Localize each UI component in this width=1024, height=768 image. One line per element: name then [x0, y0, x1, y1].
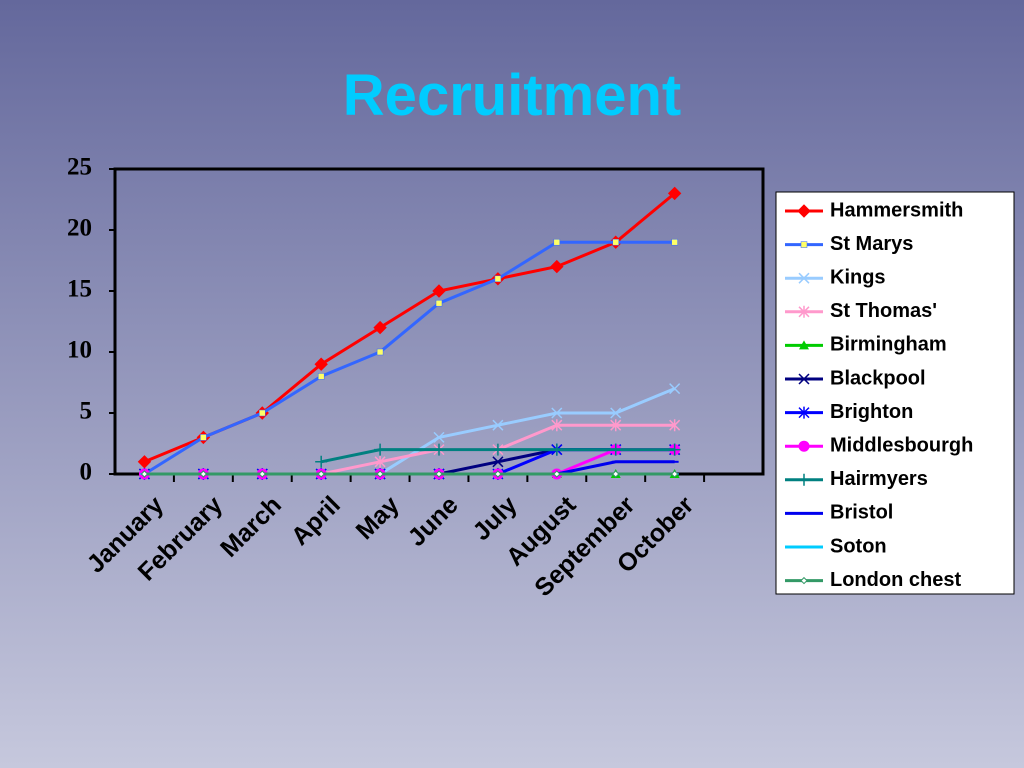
series-line [144, 448, 675, 476]
data-point [667, 186, 682, 201]
legend-marker [798, 406, 810, 419]
data-point [492, 419, 504, 431]
y-tick-label: 20 [67, 215, 92, 242]
legend-label: Middlesbourgh [830, 434, 973, 456]
data-point [376, 348, 384, 356]
y-tick-label: 5 [80, 398, 93, 425]
legend-marker [799, 340, 809, 350]
legend-label: Bristol [830, 502, 893, 524]
y-tick-label: 0 [80, 459, 93, 486]
data-point [551, 419, 563, 432]
legend-label: Brighton [830, 401, 913, 423]
data-point [258, 470, 266, 478]
series-line [143, 240, 675, 476]
data-point [376, 470, 384, 478]
series-line [144, 448, 675, 476]
data-point [550, 443, 563, 456]
data-point [317, 470, 325, 478]
data-point [553, 238, 561, 246]
data-point [259, 409, 266, 417]
data-point [492, 456, 504, 468]
legend-marker [800, 241, 808, 248]
data-point [140, 470, 149, 478]
legend [775, 191, 1015, 595]
y-tick-label: 10 [67, 337, 92, 364]
y-tick-label: 15 [67, 276, 92, 303]
chart-title: Recruitment [343, 63, 681, 128]
data-point [668, 443, 681, 456]
plot-area [113, 167, 765, 476]
data-point [200, 434, 207, 441]
legend-label: Hammersmith [830, 199, 963, 221]
data-point [433, 431, 445, 443]
data-point [553, 470, 561, 478]
legend-marker [797, 204, 811, 218]
data-point [317, 373, 325, 380]
data-point [491, 443, 504, 456]
legend-label: St Thomas' [830, 300, 937, 322]
data-point [374, 443, 387, 456]
data-point [435, 470, 443, 478]
data-point [609, 443, 622, 456]
data-point [671, 238, 678, 246]
legend-label: Soton [830, 535, 887, 557]
data-point [432, 284, 446, 298]
data-point [374, 455, 386, 468]
legend-label: Birmingham [830, 334, 947, 356]
data-point [433, 443, 445, 456]
legend-marker [798, 272, 810, 284]
legend-marker [800, 576, 808, 585]
data-point [550, 259, 564, 274]
data-point [494, 470, 502, 478]
data-point [670, 470, 679, 478]
y-tick-label: 25 [67, 154, 92, 181]
x-tick-label: June [403, 491, 464, 552]
x-tick-label: April [286, 491, 346, 551]
data-point [610, 407, 622, 419]
data-point [435, 299, 443, 307]
legend-label: St Marys [830, 233, 913, 255]
legend-label: Hairmyers [830, 468, 928, 490]
data-point [199, 470, 208, 478]
data-point [494, 275, 502, 283]
legend-label: Blackpool [830, 367, 926, 389]
legend-label: Kings [830, 266, 886, 288]
series-line [144, 387, 676, 476]
data-point [612, 470, 620, 478]
data-point [610, 419, 622, 432]
data-point [373, 320, 387, 335]
legend-label: London chest [830, 569, 961, 591]
x-tick-label: March [215, 491, 287, 563]
data-point [551, 407, 563, 419]
legend-marker [798, 473, 810, 486]
legend-marker [798, 440, 810, 452]
data-point [612, 238, 619, 246]
data-point [137, 455, 152, 469]
legend-marker [798, 373, 810, 385]
data-point [314, 357, 328, 371]
data-point [315, 455, 328, 468]
data-point [669, 419, 681, 432]
series-line [144, 448, 675, 476]
legend-marker [798, 305, 810, 318]
data-point [669, 383, 681, 395]
x-tick-label: May [351, 491, 405, 545]
series-line [144, 460, 675, 476]
